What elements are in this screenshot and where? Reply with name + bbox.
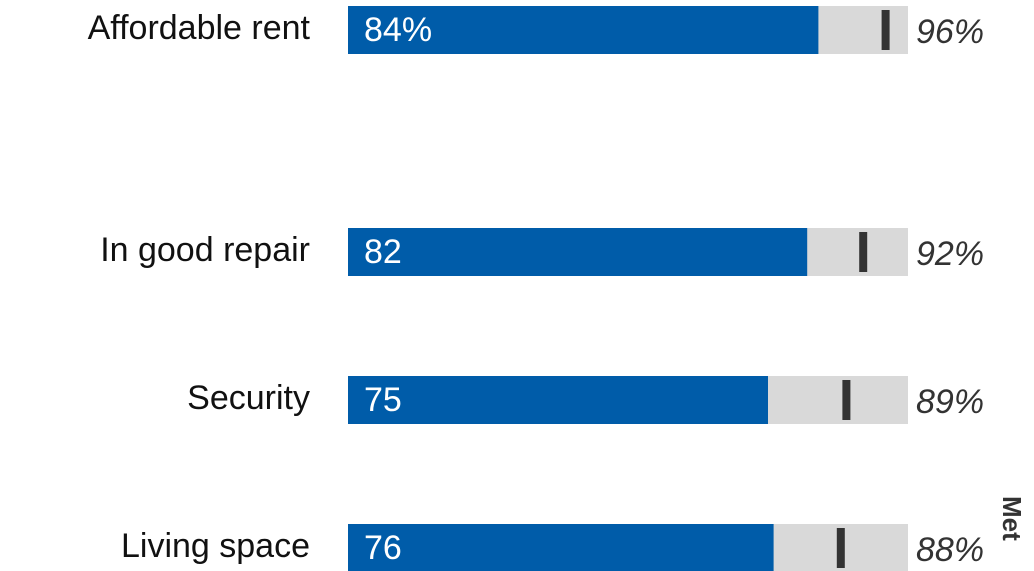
target-label: 92% bbox=[916, 235, 984, 273]
bar bbox=[348, 228, 808, 276]
value-label: 75 bbox=[364, 381, 402, 419]
target-label: 96% bbox=[916, 13, 984, 51]
category-label: Security bbox=[187, 379, 310, 417]
target-label: 89% bbox=[916, 383, 984, 421]
value-label: 82 bbox=[364, 233, 402, 271]
bar bbox=[348, 376, 768, 424]
target-marker bbox=[842, 380, 851, 420]
value-label: 76 bbox=[364, 529, 402, 567]
value-label: 84% bbox=[364, 11, 432, 49]
category-label: In good repair bbox=[100, 231, 310, 269]
category-label: Living space bbox=[121, 527, 310, 565]
target-marker bbox=[836, 528, 845, 568]
target-marker bbox=[881, 10, 890, 50]
target-label: 88% bbox=[916, 531, 984, 569]
bar bbox=[348, 6, 819, 54]
target-marker bbox=[859, 232, 868, 272]
category-label: Affordable rent bbox=[88, 9, 311, 47]
annotation: Met bbox=[997, 496, 1027, 541]
bar bbox=[348, 524, 774, 571]
